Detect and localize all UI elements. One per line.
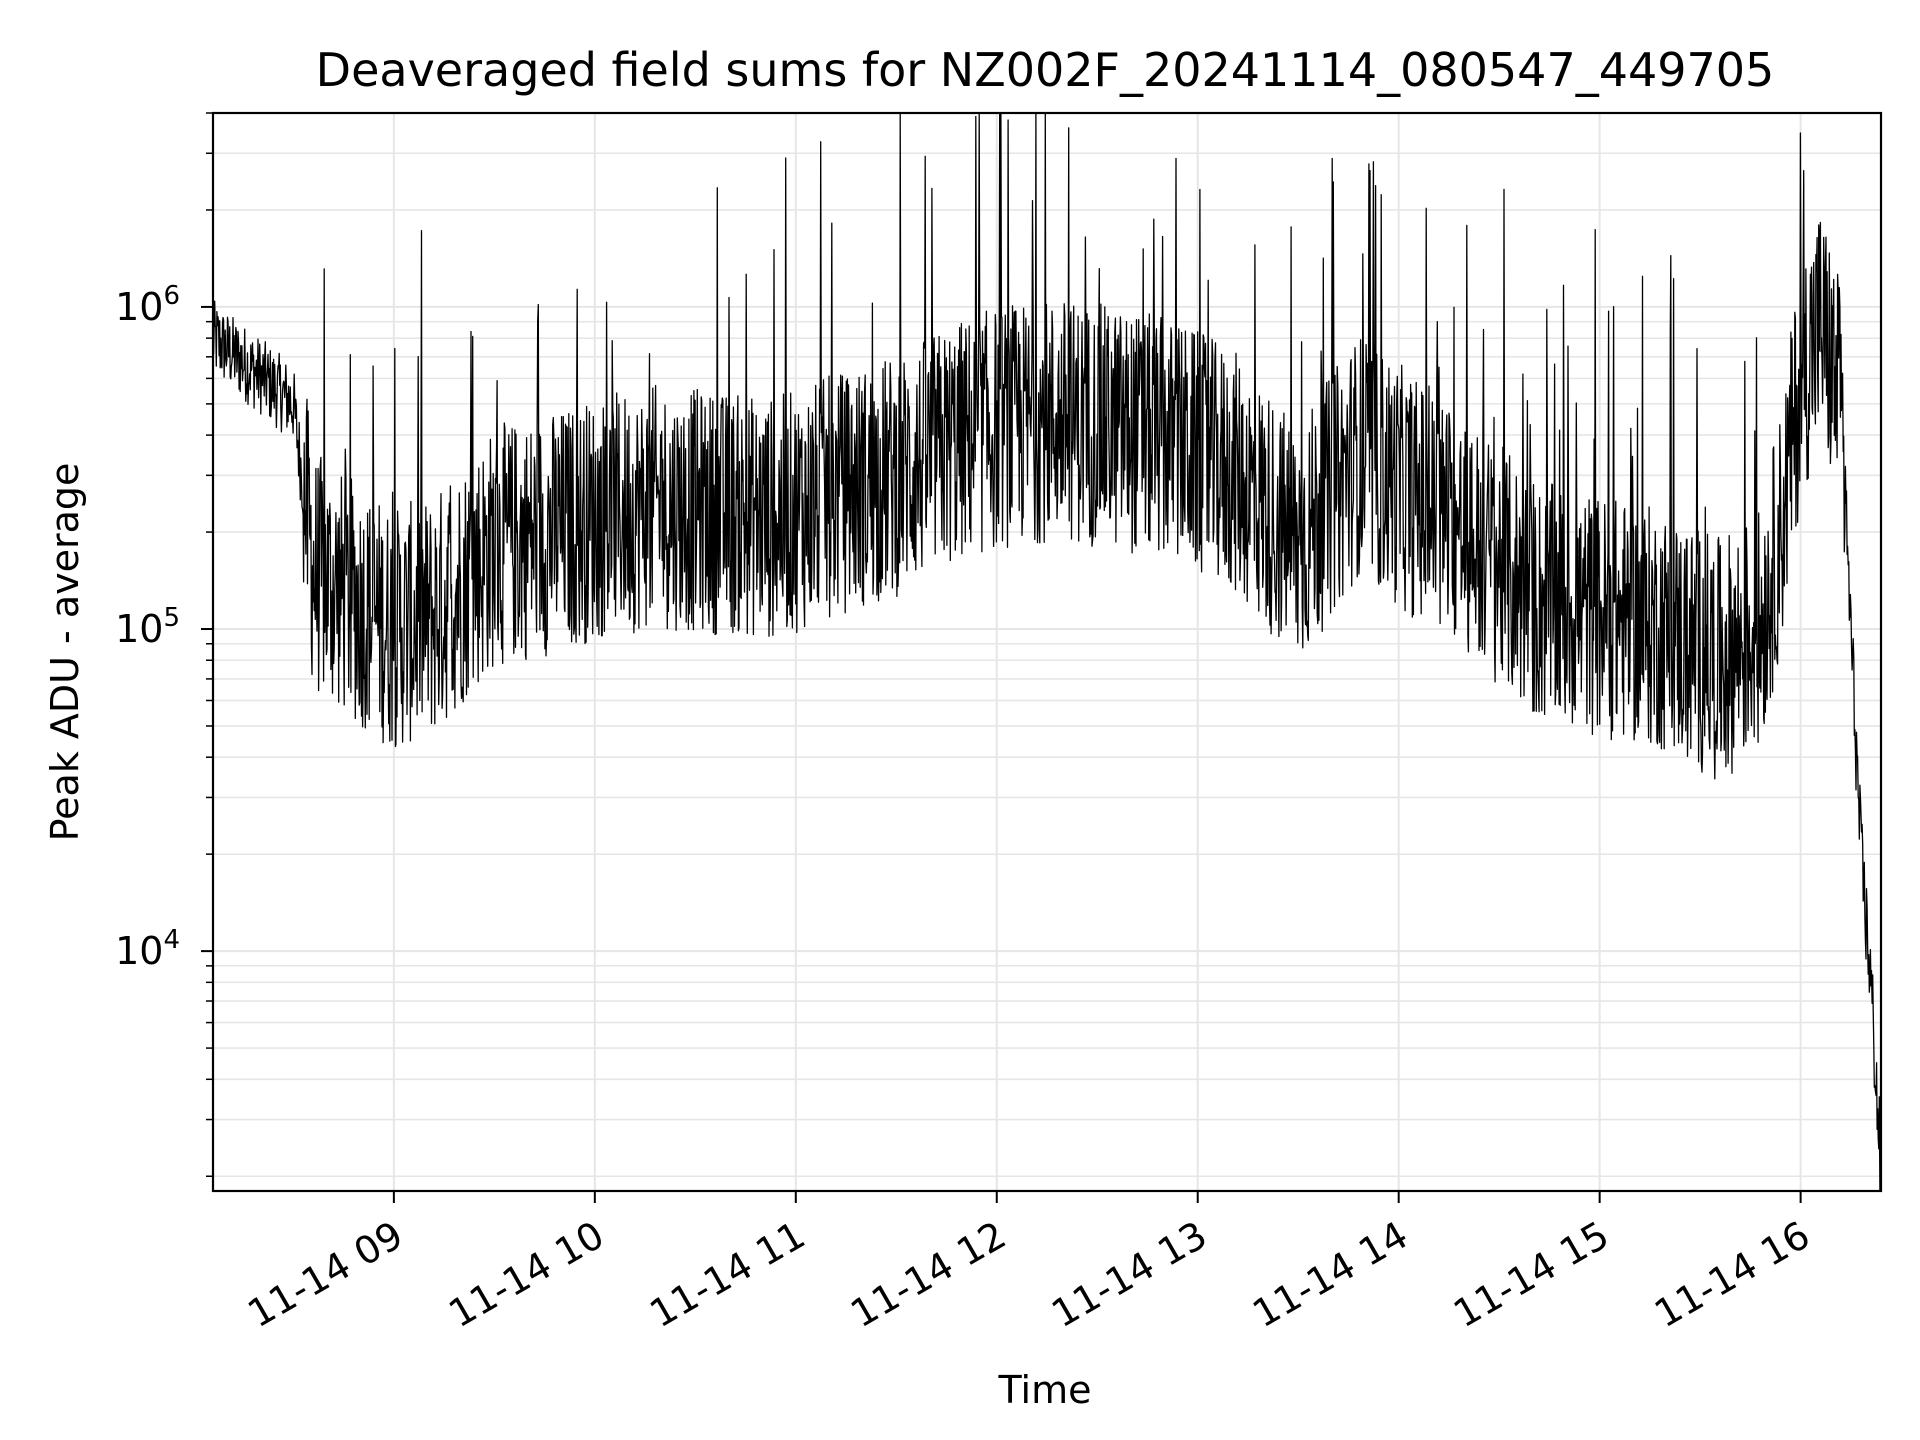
x-axis-label: Time (998, 1368, 1092, 1412)
y-tick-label: 106 (115, 281, 180, 329)
chart-title: Deaveraged field sums for NZ002F_2024111… (316, 43, 1775, 97)
series-line (212, 112, 1882, 1191)
y-tick-label: 105 (115, 603, 180, 651)
plot-frame (211, 111, 1883, 1193)
data-series (212, 112, 1882, 1191)
y-tick-label: 104 (115, 925, 180, 973)
y-axis: 104 105 106 (115, 112, 213, 1178)
y-axis-label: Peak ADU - average (43, 463, 87, 842)
